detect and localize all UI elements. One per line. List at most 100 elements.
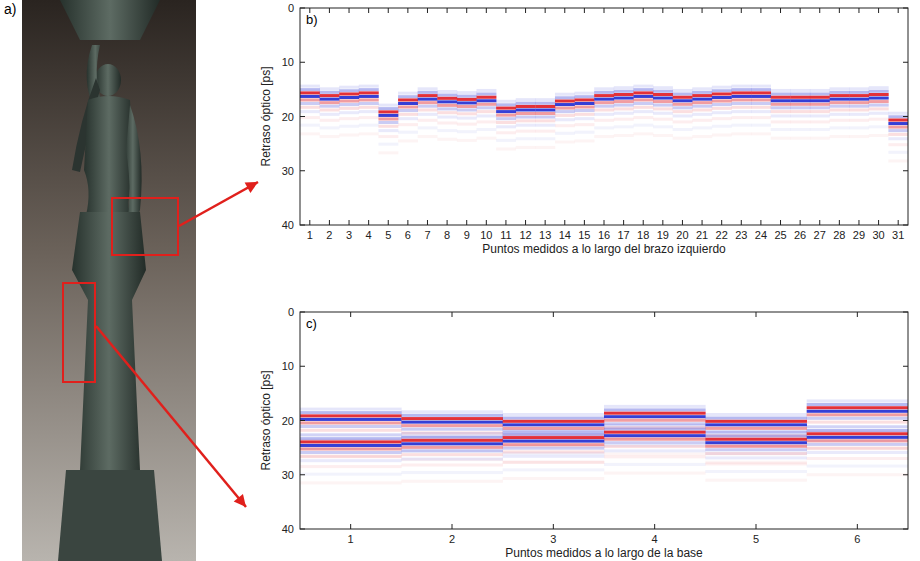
x-tick (857, 524, 858, 529)
stripe (751, 95, 771, 98)
stripe (535, 137, 555, 140)
reflection (705, 413, 807, 464)
x-tick (486, 220, 487, 225)
x-tick (756, 312, 757, 317)
stripe (300, 102, 320, 105)
stripe (731, 116, 751, 119)
stripe (614, 104, 634, 107)
stripe (516, 119, 536, 122)
x-tick (682, 220, 683, 225)
stripe (418, 113, 438, 116)
stripe (555, 96, 575, 99)
stripe (888, 151, 908, 154)
x-tick (388, 8, 389, 13)
stripe (516, 130, 536, 133)
stripe (614, 97, 634, 100)
y-axis-title: Retraso óptico [ps] (259, 66, 273, 166)
stripe (401, 410, 503, 413)
stripe (401, 446, 503, 449)
stripe (300, 455, 402, 458)
stripe (503, 436, 605, 439)
stripe (418, 91, 438, 94)
stripe (807, 429, 908, 432)
stripe (496, 148, 516, 151)
reflection (503, 429, 605, 480)
stripe (869, 112, 889, 115)
stripe (604, 441, 706, 444)
x-tick (407, 220, 408, 225)
reflection (300, 434, 402, 485)
stripe (751, 98, 771, 101)
x-tick (623, 220, 624, 225)
stripe (401, 449, 503, 452)
stripe (503, 443, 605, 446)
x-tick-label: 31 (892, 229, 904, 241)
stripe (477, 114, 497, 117)
stripe (604, 455, 706, 458)
stripe (300, 444, 402, 447)
stripe (300, 110, 320, 113)
stripe (477, 106, 497, 109)
stripe (604, 415, 706, 418)
stripe (807, 439, 908, 442)
stripe (535, 130, 555, 133)
stripe (807, 432, 908, 435)
photo-background (22, 0, 196, 561)
stripe (604, 472, 706, 475)
stripe (692, 108, 712, 111)
x-tick-label: 10 (480, 229, 492, 241)
stripe (503, 450, 605, 453)
stripe (401, 463, 503, 466)
y-tick (903, 225, 908, 226)
stripe (810, 96, 830, 99)
stripe (437, 111, 457, 114)
stripe (653, 107, 673, 110)
panel-label: c) (306, 316, 317, 331)
stripe (535, 108, 555, 111)
stripe (673, 92, 693, 95)
stripe (807, 473, 908, 476)
stripe (604, 419, 706, 422)
x-tick (780, 220, 781, 225)
stripe (437, 94, 457, 97)
stripe (339, 125, 359, 128)
stripe (503, 447, 605, 450)
stripe (457, 105, 477, 108)
stripe (807, 439, 908, 442)
stripe (418, 108, 438, 111)
reflection (503, 413, 605, 464)
x-tick (545, 220, 546, 225)
x-tick (368, 8, 369, 13)
stripe (604, 431, 706, 434)
x-tick (623, 8, 624, 13)
x-tick (760, 220, 761, 225)
stripe (300, 447, 402, 450)
stripe (731, 95, 751, 98)
stripe (398, 109, 418, 112)
stripe (810, 114, 830, 117)
y-tick (300, 420, 305, 421)
stripe (705, 470, 807, 473)
x-tick (466, 220, 467, 225)
stripe (437, 107, 457, 110)
y-tick (903, 8, 908, 9)
stripe (751, 85, 771, 88)
stripe (849, 87, 869, 90)
stripe (401, 436, 503, 439)
stripe (614, 134, 634, 137)
x-tick-label: 6 (854, 533, 860, 545)
stripe (888, 129, 908, 132)
stripe (705, 448, 807, 451)
stripe (477, 96, 497, 99)
x-tick (780, 8, 781, 13)
x-tick-label: 2 (326, 229, 332, 241)
stripe (771, 114, 791, 117)
stripe (378, 125, 398, 128)
stripe (849, 135, 869, 138)
stripe (320, 105, 340, 108)
reflection (830, 87, 850, 138)
highlight-box (63, 283, 95, 382)
stripe (300, 124, 320, 127)
stripe (731, 132, 751, 135)
stripe (516, 116, 536, 119)
